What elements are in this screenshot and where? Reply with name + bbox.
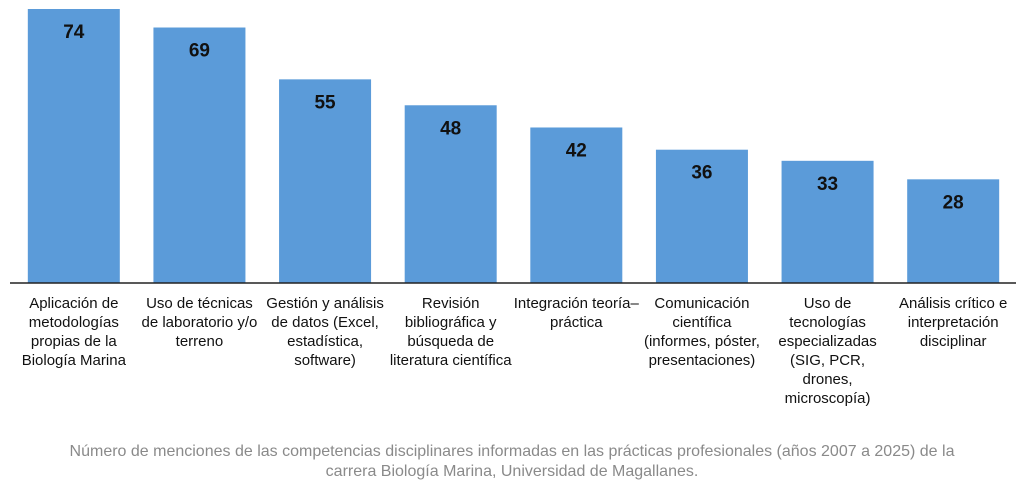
x-tick-label: Integración teoría–práctica — [513, 295, 639, 331]
bar — [907, 179, 1000, 283]
x-tick-label: Análisis crítico e interpretación discip… — [899, 295, 1008, 350]
value-label: 74 — [63, 22, 85, 43]
x-tick-label: Uso de tecnologías especializadas (SIG, … — [778, 295, 877, 407]
value-label: 48 — [440, 118, 461, 139]
value-label: 69 — [189, 41, 210, 62]
x-tick-label: Revisión bibliográfica y búsqueda de lit… — [389, 295, 512, 369]
x-tick-label: Comunicación científica (informes, póste… — [643, 295, 760, 369]
value-label: 36 — [691, 163, 712, 184]
value-label: 33 — [817, 174, 838, 195]
x-tick-label: Gestión y análisis de datos (Excel, esta… — [266, 295, 384, 369]
value-label: 28 — [943, 192, 964, 213]
bar — [781, 160, 874, 283]
bar — [279, 79, 372, 283]
bar — [655, 149, 748, 283]
bar — [153, 27, 246, 283]
value-label: 42 — [566, 141, 587, 162]
bar — [27, 9, 120, 283]
caption: Número de menciones de las competencias … — [69, 443, 955, 480]
bar — [404, 105, 497, 284]
x-tick-label: Uso de técnicas de laboratorio y/o terre… — [141, 295, 258, 350]
value-label: 55 — [314, 92, 336, 113]
x-tick-label: Aplicación de metodologías propias de la… — [21, 295, 126, 369]
bar — [530, 127, 623, 284]
